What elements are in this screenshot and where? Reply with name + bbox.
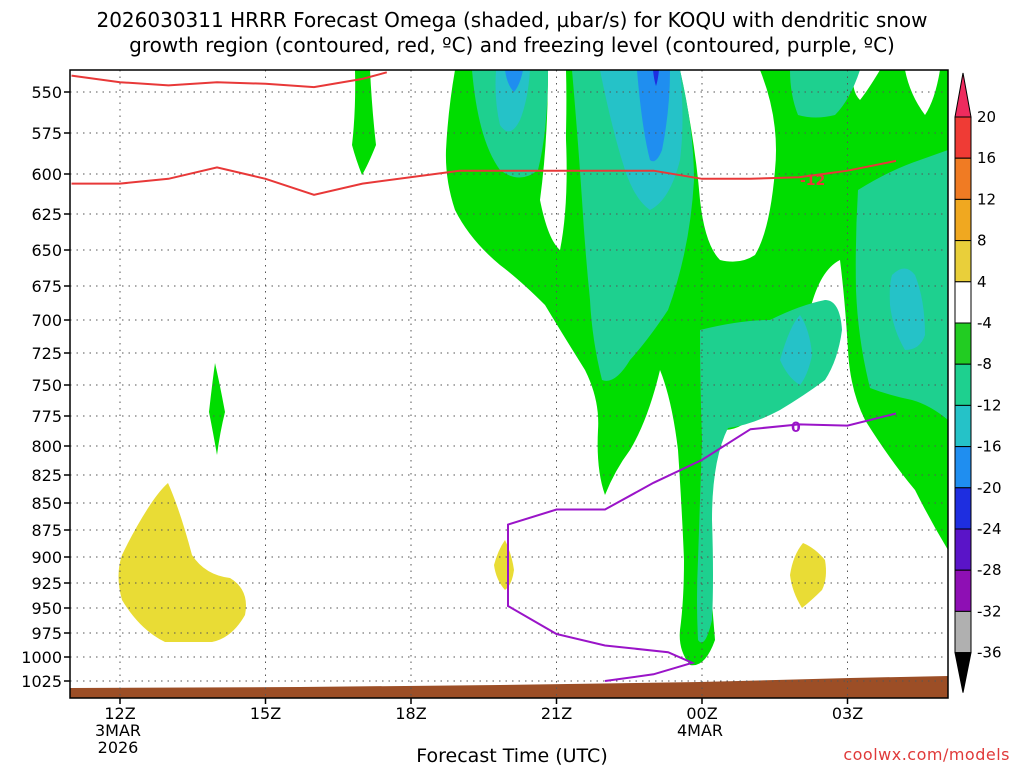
colorbar-label: 4 — [977, 273, 987, 291]
freezing-level-label: 0 — [791, 420, 801, 436]
colorbar-label: -12 — [977, 396, 1002, 414]
colorbar-cell — [954, 446, 972, 489]
omega-teal-5 — [790, 70, 860, 118]
colorbar-label: 20 — [977, 108, 996, 126]
colorbar-top-arrow — [954, 72, 972, 118]
omega-green-gap4 — [542, 70, 567, 250]
y-tick-label: 1000 — [21, 648, 62, 667]
omega-darkblue — [653, 70, 659, 86]
colorbar-cell — [954, 322, 972, 365]
colorbar-cell — [954, 198, 972, 242]
x-tick-label: 12Z — [104, 704, 135, 723]
omega-green-gap2 — [853, 70, 880, 100]
y-tick-label: 1025 — [21, 672, 62, 691]
colorbar-cell — [954, 240, 972, 283]
terrain — [70, 676, 948, 698]
omega-yellow-3 — [790, 543, 826, 608]
y-tick-label: 950 — [31, 599, 62, 618]
omega-teal-3 — [697, 300, 842, 643]
x-tick-label: 00Z — [686, 704, 717, 723]
chart-title: 2026030311 HRRR Forecast Omega (shaded, … — [0, 8, 1024, 58]
y-tick-label: 800 — [31, 437, 62, 456]
omega-green-sliver-1 — [352, 70, 376, 175]
grid-lines — [70, 70, 948, 698]
omega-green-sliver-2 — [209, 363, 225, 455]
colorbar-label: 12 — [977, 190, 996, 208]
x-tick-label: 15Z — [250, 704, 281, 723]
colorbar-cell — [954, 487, 972, 530]
credit-text: coolwx.com/models — [843, 745, 1010, 764]
dgz-contour-label: -12 — [800, 173, 825, 189]
x-tick-sublabel: 4MAR — [677, 721, 723, 740]
omega-yellow-2 — [494, 540, 514, 590]
x-tick-sublabel: 2026 — [98, 738, 139, 757]
colorbar-cell — [954, 569, 972, 612]
colorbar-label: 8 — [977, 232, 987, 250]
colorbar-label: -36 — [977, 644, 1002, 662]
x-tick-label: 18Z — [395, 704, 426, 723]
plot-frame — [69, 69, 949, 699]
y-tick-label: 725 — [31, 344, 62, 363]
colorbar-label: 16 — [977, 149, 996, 167]
contours: -12 0 — [71, 71, 897, 682]
freezing-level-contour — [507, 412, 897, 682]
y-tick-label: 650 — [31, 241, 62, 260]
colorbar-cell — [954, 281, 972, 324]
omega-cyan-3 — [780, 315, 812, 385]
omega-green-gap — [680, 70, 776, 262]
colorbar-label: -24 — [977, 520, 1002, 538]
dgz-contour — [71, 71, 388, 89]
y-tick-label: 700 — [31, 311, 62, 330]
y-tick-label: 600 — [31, 165, 62, 184]
colorbar-label: -4 — [977, 314, 992, 332]
y-tick-label: 625 — [31, 205, 62, 224]
y-tick-label: 575 — [31, 124, 62, 143]
omega-cyan-4 — [889, 268, 925, 350]
y-tick-label: 550 — [31, 83, 62, 102]
y-tick-label: 675 — [31, 277, 62, 296]
colorbar-label: -16 — [977, 438, 1002, 456]
title-line-1: 2026030311 HRRR Forecast Omega (shaded, … — [96, 8, 928, 32]
colorbar-cell — [954, 404, 972, 448]
omega-shading — [70, 70, 948, 698]
x-tick-label: 21Z — [541, 704, 572, 723]
x-axis-title: Forecast Time (UTC) — [416, 745, 608, 767]
colorbar-cell — [954, 116, 972, 159]
x-tick-label: 03Z — [832, 704, 863, 723]
y-tick-label: 825 — [31, 466, 62, 485]
y-tick-label: 900 — [31, 548, 62, 567]
omega-green-main — [445, 70, 948, 666]
colorbar-cell — [954, 157, 972, 200]
y-tick-label: 750 — [31, 376, 62, 395]
colorbar-label: -32 — [977, 602, 1002, 620]
colorbar-cell — [954, 363, 972, 406]
colorbar-cell — [954, 528, 972, 571]
dgz-contour — [71, 159, 897, 196]
omega-blue-1 — [505, 70, 523, 92]
colorbar-bottom-arrow — [954, 652, 972, 693]
x-tick-sublabel: 3MAR — [95, 721, 141, 740]
y-tick-label: 975 — [31, 624, 62, 643]
title-line-2: growth region (contoured, red, ºC) and f… — [129, 33, 895, 57]
y-axis: 550 575 600 625 650 675 700 725 750 775 800 825 850 8… — [21, 83, 70, 691]
omega-cyan-1 — [495, 70, 530, 132]
omega-yellow-1 — [118, 483, 246, 642]
colorbar: 20 16 12 8 4 -4 -8 -12 -16 -20 -24 -28 -32 -36 — [954, 72, 1002, 693]
y-tick-label: 925 — [31, 574, 62, 593]
colorbar-label: -20 — [977, 479, 1002, 497]
y-tick-label: 850 — [31, 494, 62, 513]
y-tick-label: 775 — [31, 407, 62, 426]
colorbar-cell — [954, 610, 972, 654]
omega-blue-2 — [637, 70, 670, 162]
colorbar-label: -8 — [977, 355, 992, 373]
colorbar-label: -28 — [977, 561, 1002, 579]
y-tick-label: 875 — [31, 521, 62, 540]
